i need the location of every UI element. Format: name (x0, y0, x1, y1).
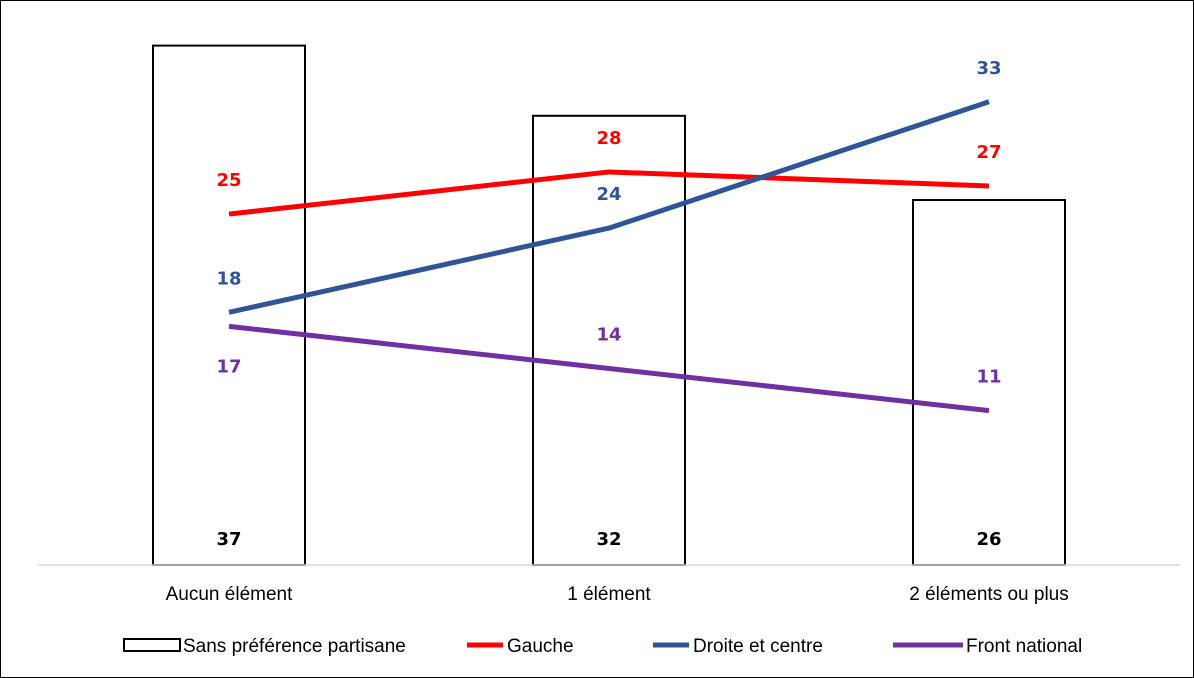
legend-swatch-sans-preference-partisane (123, 638, 181, 652)
label-front-national-aucun-element: 17 (216, 356, 241, 377)
bar-2-elements-ou-plus (912, 199, 1066, 566)
line-droite-et-centre (228, 99, 990, 315)
label-front-national-1-element: 14 (596, 324, 621, 345)
label-gauche-aucun-element: 25 (216, 170, 241, 191)
line-front-national (228, 323, 990, 414)
bar-label-aucun-element: 37 (216, 529, 241, 550)
bar-aucun-element (152, 44, 306, 567)
label-droite-et-centre-2-elements-ou-plus: 33 (976, 58, 1001, 79)
bar-label-1-element: 32 (596, 529, 621, 550)
label-front-national-2-elements-ou-plus: 11 (976, 367, 1001, 388)
label-droite-et-centre-aucun-element: 18 (216, 268, 241, 289)
x-tick-1-element: 1 élément (567, 584, 651, 605)
label-droite-et-centre-1-element: 24 (596, 184, 621, 205)
x-tick-2-elements-ou-plus: 2 éléments ou plus (909, 584, 1069, 605)
x-tick-aucun-element: Aucun élément (166, 584, 293, 605)
bar-label-2-elements-ou-plus: 26 (976, 529, 1001, 550)
legend-label-sans-preference-partisane: Sans préférence partisane (183, 636, 406, 657)
legend-label-droite-et-centre: Droite et centre (693, 636, 823, 657)
legend-label-gauche: Gauche (507, 636, 574, 657)
line-gauche (228, 169, 990, 217)
bar-1-element (532, 114, 686, 567)
legend-label-front-national: Front national (966, 636, 1082, 657)
label-gauche-1-element: 28 (596, 128, 621, 149)
label-gauche-2-elements-ou-plus: 27 (976, 142, 1001, 163)
